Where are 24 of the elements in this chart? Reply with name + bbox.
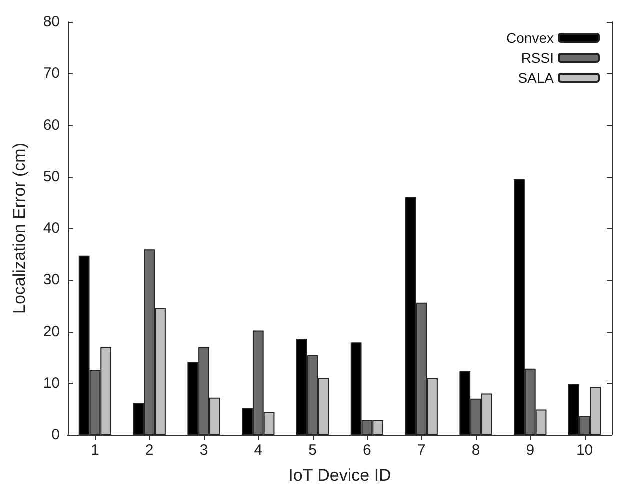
y-tick-label: 30 bbox=[43, 272, 60, 289]
x-tick-label: 4 bbox=[254, 442, 263, 459]
x-tick-label: 8 bbox=[472, 442, 480, 459]
y-axis-title: Localization Error (cm) bbox=[10, 143, 29, 314]
y-tick-label: 80 bbox=[43, 14, 60, 30]
legend-label: RSSI bbox=[521, 50, 554, 66]
y-tick-label: 60 bbox=[43, 116, 60, 134]
y-tick-label: 20 bbox=[43, 323, 60, 340]
y-tick-label: 0 bbox=[52, 426, 60, 444]
y-tick-label: 70 bbox=[43, 65, 60, 82]
x-tick-label: 3 bbox=[200, 442, 208, 459]
x-tick-label: 6 bbox=[363, 442, 372, 459]
x-axis-title: IoT Device ID bbox=[288, 466, 392, 485]
x-tick-label: 5 bbox=[308, 442, 317, 459]
y-tick-label: 10 bbox=[43, 374, 60, 392]
y-tick-label: 50 bbox=[43, 168, 60, 186]
x-tick-label: 9 bbox=[526, 442, 535, 459]
x-tick-label: 1 bbox=[91, 442, 100, 459]
x-tick-label: 7 bbox=[417, 442, 426, 459]
x-tick-label: 10 bbox=[576, 442, 594, 459]
legend-label: Convex bbox=[506, 30, 554, 46]
legend-label: SALA bbox=[518, 70, 555, 86]
y-tick-label: 40 bbox=[43, 220, 60, 237]
x-tick-label: 2 bbox=[145, 442, 154, 459]
